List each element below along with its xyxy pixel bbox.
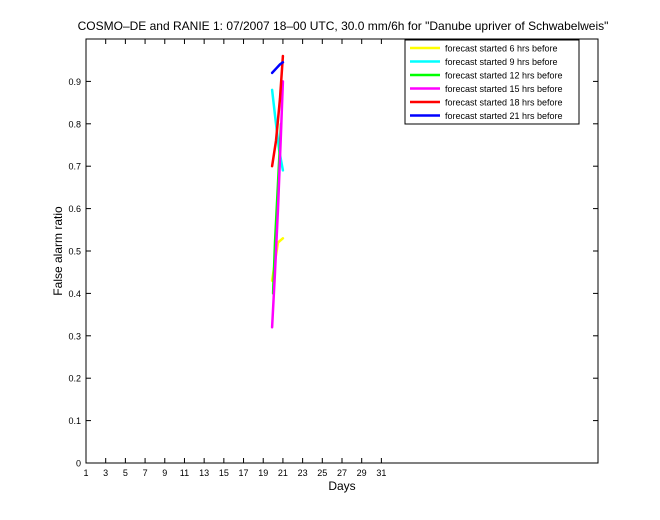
x-tick-label: 17 — [239, 468, 249, 478]
y-tick-label: 0 — [76, 459, 81, 469]
x-tick-label: 25 — [317, 468, 327, 478]
y-tick-label: 0.9 — [68, 77, 81, 87]
x-tick-label: 19 — [258, 468, 268, 478]
x-tick-label: 21 — [278, 468, 288, 478]
x-tick-label: 29 — [357, 468, 367, 478]
x-tick-label: 5 — [123, 468, 128, 478]
x-tick-label: 7 — [143, 468, 148, 478]
legend-label-5: forecast started 18 hrs before — [445, 98, 563, 108]
x-tick-label: 15 — [219, 468, 229, 478]
series-line-6 — [270, 61, 285, 75]
y-tick-label: 0.4 — [68, 289, 81, 299]
legend-label-4: forecast started 15 hrs before — [445, 84, 563, 94]
legend-label-6: forecast started 21 hrs before — [445, 111, 563, 121]
y-tick-label: 0.3 — [68, 331, 81, 341]
x-axis-ticks: 1 3 5 7 9 11 13 15 17 19 21 23 25 27 29 31 — [83, 39, 386, 478]
y-axis-ticks: 0 0.1 0.2 0.3 0.4 0.5 0.6 0.7 0.8 0.9 — [68, 77, 598, 469]
series-lines — [270, 54, 285, 329]
x-tick-label: 9 — [162, 468, 167, 478]
x-tick-label: 13 — [199, 468, 209, 478]
x-tick-label: 3 — [103, 468, 108, 478]
legend-label-3: forecast started 12 hrs before — [445, 71, 563, 81]
legend: forecast started 6 hrs before forecast st… — [404, 39, 580, 125]
x-tick-label: 1 — [83, 468, 88, 478]
y-axis-label: False alarm ratio — [51, 206, 65, 296]
chart-title: COSMO–DE and RANIE 1: 07/2007 18–00 UTC,… — [78, 19, 609, 33]
x-tick-label: 31 — [376, 468, 386, 478]
legend-box — [404, 39, 580, 125]
y-tick-label: 0.5 — [68, 247, 81, 257]
series-line-5 — [270, 54, 285, 168]
x-tick-label: 23 — [298, 468, 308, 478]
y-tick-label: 0.7 — [68, 162, 81, 172]
legend-label-1: forecast started 6 hrs before — [445, 44, 558, 54]
y-tick-label: 0.8 — [68, 119, 81, 129]
y-tick-label: 0.2 — [68, 374, 81, 384]
x-tick-label: 27 — [337, 468, 347, 478]
x-tick-label: 11 — [180, 468, 189, 478]
legend-label-2: forecast started 9 hrs before — [445, 57, 558, 67]
y-tick-label: 0.6 — [68, 204, 81, 214]
y-tick-label: 0.1 — [68, 416, 81, 426]
series-line-4 — [270, 80, 285, 329]
x-axis-label: Days — [328, 479, 355, 493]
